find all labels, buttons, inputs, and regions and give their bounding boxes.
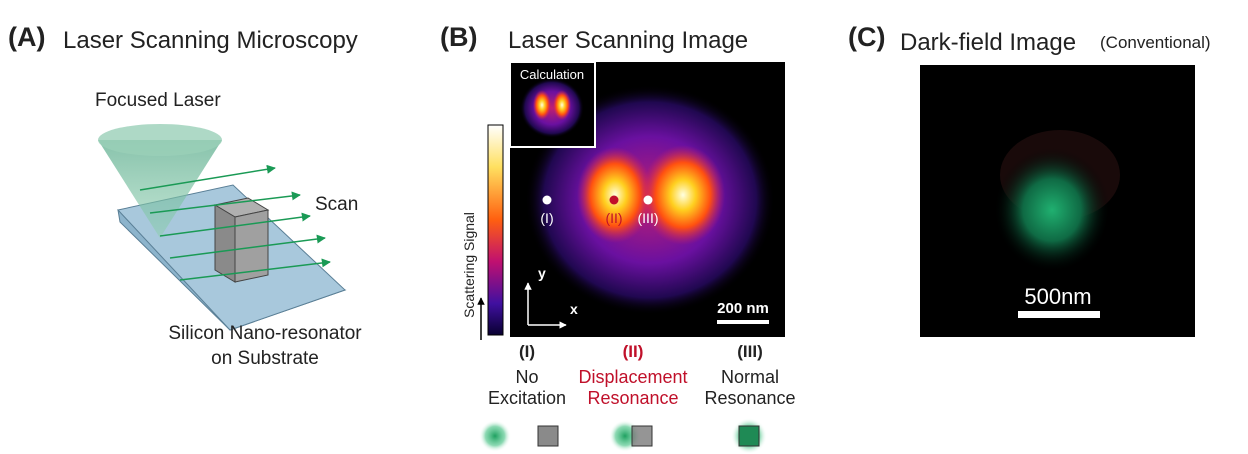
- case-label: Normal: [721, 367, 779, 387]
- inset-lobe: [533, 90, 551, 120]
- marker-label: (I): [540, 210, 553, 226]
- panel-a: (A) Laser Scanning Microscopy Focused La…: [8, 22, 362, 369]
- figure: (A) Laser Scanning Microscopy Focused La…: [0, 0, 1248, 454]
- case-label: Displacement: [578, 367, 687, 387]
- panel-letter: (C): [848, 22, 885, 52]
- panel-subtitle: (Conventional): [1100, 33, 1211, 52]
- scale-bar: [1018, 311, 1100, 318]
- marker-dot: [644, 196, 653, 205]
- sample-label: on Substrate: [211, 348, 319, 369]
- scale-bar: [717, 320, 769, 324]
- case-label: No: [515, 367, 538, 387]
- laser-label: Focused Laser: [95, 90, 221, 111]
- scale-bar-label: 500nm: [1024, 284, 1091, 309]
- icon-resonator: [538, 426, 558, 446]
- icon-resonator: [739, 426, 759, 446]
- case-label: Resonance: [704, 388, 795, 408]
- scan-lobe: [641, 145, 725, 245]
- sample-label: Silicon Nano-resonator: [168, 323, 362, 344]
- marker-label: (II): [605, 210, 622, 226]
- panel-title: Dark-field Image: [900, 29, 1076, 56]
- case-id: (III): [737, 342, 763, 361]
- scale-bar-label: 200 nm: [717, 300, 769, 317]
- colorbar: [488, 125, 503, 335]
- panel-c: (C) Dark-field Image (Conventional) 500n…: [848, 22, 1211, 337]
- inset-label: Calculation: [520, 67, 584, 82]
- icon-glow: [479, 420, 511, 452]
- inset-lobe: [553, 90, 571, 120]
- panel-letter: (B): [440, 22, 477, 52]
- panel-b: (B) Laser Scanning Image Calculation Sca…: [440, 22, 796, 454]
- marker-dot: [610, 196, 619, 205]
- colorbar-label: Scattering Signal: [461, 212, 477, 318]
- case-id: (I): [519, 342, 535, 361]
- case-columns: (I)NoExcitation(II)DisplacementResonance…: [488, 342, 796, 408]
- scan-label: Scan: [315, 194, 358, 215]
- axis-label: y: [538, 265, 546, 281]
- case-id: (II): [623, 342, 644, 361]
- marker-label: (III): [638, 210, 659, 226]
- case-label: Resonance: [587, 388, 678, 408]
- darkfield-spot: [994, 148, 1110, 272]
- icon-resonator: [632, 426, 652, 446]
- panel-title: Laser Scanning Microscopy: [63, 27, 358, 54]
- case-label: Excitation: [488, 388, 566, 408]
- axis-label: x: [570, 301, 578, 317]
- panel-title: Laser Scanning Image: [508, 27, 748, 54]
- marker-dot: [543, 196, 552, 205]
- panel-letter: (A): [8, 22, 45, 52]
- inset-halo: [520, 78, 584, 138]
- laser-cone-top: [98, 124, 222, 156]
- resonator-side: [215, 205, 235, 282]
